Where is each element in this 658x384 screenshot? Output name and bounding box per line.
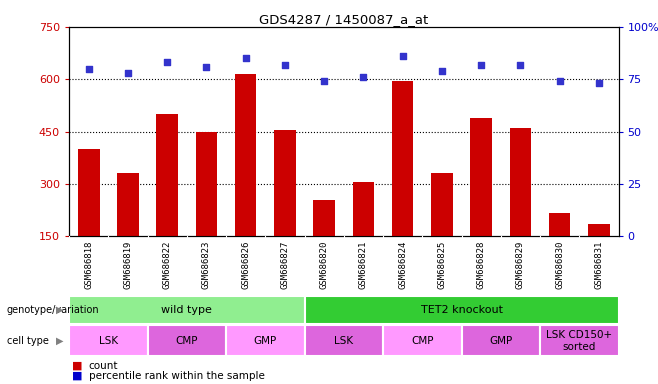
- Point: [358, 74, 368, 80]
- Text: GSM686821: GSM686821: [359, 241, 368, 289]
- Text: GSM686829: GSM686829: [516, 241, 525, 289]
- Text: GSM686830: GSM686830: [555, 241, 564, 289]
- Text: GSM686828: GSM686828: [476, 241, 486, 289]
- Text: GSM686820: GSM686820: [320, 241, 329, 289]
- Bar: [461, 325, 540, 356]
- Bar: [274, 130, 295, 236]
- Text: wild type: wild type: [161, 305, 213, 315]
- Bar: [157, 114, 178, 236]
- Point: [319, 78, 330, 84]
- Bar: [313, 200, 335, 236]
- Point: [437, 68, 447, 74]
- Text: genotype/variation: genotype/variation: [7, 305, 99, 315]
- Text: GSM686827: GSM686827: [280, 241, 290, 289]
- Point: [397, 53, 408, 59]
- Bar: [549, 214, 570, 236]
- Text: CMP: CMP: [176, 336, 198, 346]
- Text: ▶: ▶: [55, 305, 63, 315]
- Point: [122, 70, 133, 76]
- Bar: [588, 224, 610, 236]
- Bar: [78, 149, 99, 236]
- Text: LSK CD150+
sorted: LSK CD150+ sorted: [546, 330, 613, 352]
- Point: [594, 80, 604, 86]
- Text: GMP: GMP: [489, 336, 513, 346]
- Bar: [305, 325, 383, 356]
- Text: ■: ■: [72, 361, 83, 371]
- Bar: [147, 325, 226, 356]
- Point: [162, 60, 172, 66]
- Bar: [383, 325, 461, 356]
- Text: GSM686824: GSM686824: [398, 241, 407, 289]
- Title: GDS4287 / 1450087_a_at: GDS4287 / 1450087_a_at: [259, 13, 428, 26]
- Text: GSM686826: GSM686826: [241, 241, 250, 289]
- Bar: [431, 174, 453, 236]
- Text: GSM686823: GSM686823: [202, 241, 211, 289]
- Point: [240, 55, 251, 61]
- Bar: [226, 325, 305, 356]
- Point: [515, 61, 526, 68]
- Point: [555, 78, 565, 84]
- Bar: [509, 128, 531, 236]
- Text: count: count: [89, 361, 118, 371]
- Bar: [69, 296, 305, 324]
- Text: GMP: GMP: [254, 336, 277, 346]
- Text: GSM686819: GSM686819: [124, 241, 132, 289]
- Bar: [305, 296, 619, 324]
- Text: ■: ■: [72, 371, 83, 381]
- Bar: [353, 182, 374, 236]
- Bar: [235, 74, 257, 236]
- Bar: [195, 131, 217, 236]
- Text: GSM686822: GSM686822: [163, 241, 172, 289]
- Point: [201, 64, 212, 70]
- Point: [84, 66, 94, 72]
- Text: percentile rank within the sample: percentile rank within the sample: [89, 371, 265, 381]
- Bar: [470, 118, 492, 236]
- Text: cell type: cell type: [7, 336, 49, 346]
- Text: GSM686825: GSM686825: [438, 241, 446, 289]
- Text: LSK: LSK: [334, 336, 353, 346]
- Text: GSM686831: GSM686831: [594, 241, 603, 289]
- Text: GSM686818: GSM686818: [84, 241, 93, 289]
- Text: ▶: ▶: [55, 336, 63, 346]
- Bar: [540, 325, 619, 356]
- Text: LSK: LSK: [99, 336, 118, 346]
- Bar: [392, 81, 413, 236]
- Text: CMP: CMP: [411, 336, 434, 346]
- Point: [280, 61, 290, 68]
- Bar: [69, 325, 147, 356]
- Point: [476, 61, 486, 68]
- Bar: [117, 174, 139, 236]
- Text: TET2 knockout: TET2 knockout: [420, 305, 503, 315]
